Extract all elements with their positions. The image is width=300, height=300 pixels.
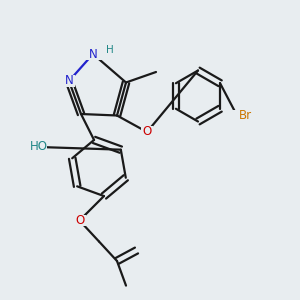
FancyBboxPatch shape: [73, 215, 86, 226]
Text: N: N: [88, 47, 98, 61]
Text: N: N: [64, 74, 74, 88]
FancyBboxPatch shape: [63, 75, 75, 87]
FancyBboxPatch shape: [141, 126, 153, 138]
FancyBboxPatch shape: [226, 110, 248, 122]
Text: H: H: [106, 45, 113, 56]
Text: O: O: [75, 214, 84, 227]
Text: Br: Br: [238, 109, 252, 122]
Text: HO: HO: [30, 140, 48, 154]
FancyBboxPatch shape: [31, 141, 47, 153]
Text: O: O: [142, 125, 152, 139]
FancyBboxPatch shape: [83, 48, 103, 60]
